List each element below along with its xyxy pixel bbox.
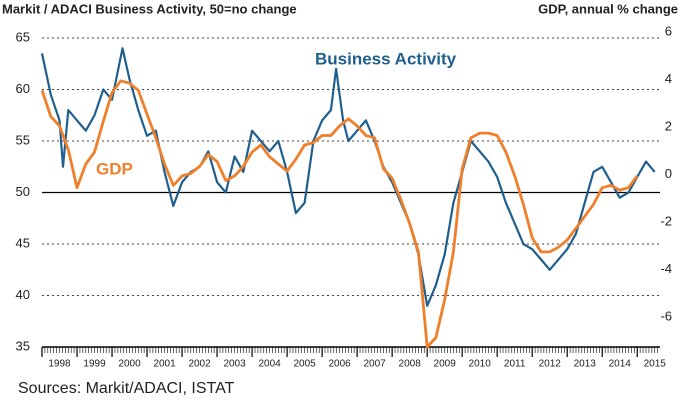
x-tick-label: 2008 (399, 359, 422, 370)
x-tick-label: 2005 (293, 359, 316, 370)
y-tick-label: 35 (16, 338, 30, 353)
x-tick-label: 2000 (118, 359, 141, 370)
y-tick-label: 60 (16, 81, 30, 96)
x-tick-label: 2014 (609, 359, 632, 370)
y2-tick-label: -6 (660, 309, 672, 324)
series-line (40, 47, 656, 307)
x-tick-label: 2011 (504, 359, 526, 370)
annotation: GDP (96, 159, 133, 178)
y2-tick-label: 2 (665, 119, 672, 134)
y2-axis-title: GDP, annual % change (538, 1, 678, 16)
y-tick-label: 45 (16, 235, 30, 250)
chart-title: Markit / ADACI Business Activity, 50=no … (2, 1, 297, 16)
x-tick-label: 2013 (574, 359, 597, 370)
annotation: Business Activity (315, 49, 457, 68)
x-tick-label: 2002 (188, 359, 211, 370)
y-tick-label: 55 (16, 132, 30, 147)
y-tick-label: 50 (16, 184, 30, 199)
series-line (40, 79, 639, 349)
y2-tick-label: -4 (660, 261, 672, 276)
x-tick-label: 2010 (469, 359, 492, 370)
y-tick-label: 65 (16, 29, 30, 44)
x-tick-label: 2015 (644, 359, 667, 370)
y2-tick-label: 4 (665, 71, 672, 86)
x-tick-label: 2007 (364, 359, 387, 370)
y-tick-label: 40 (16, 287, 30, 302)
x-tick-label: 2006 (328, 359, 351, 370)
x-tick-label: 1998 (48, 359, 71, 370)
x-tick-label: 2003 (223, 359, 246, 370)
source: Sources: Markit/ADACI, ISTAT (18, 380, 235, 397)
x-tick-label: 1999 (83, 359, 106, 370)
x-tick-label: 2001 (153, 359, 176, 370)
x-tick-label: 2004 (258, 359, 281, 370)
y2-tick-label: -2 (660, 214, 672, 229)
y2-tick-label: 0 (665, 166, 672, 181)
x-tick-label: 2009 (434, 359, 457, 370)
y2-tick-label: 6 (665, 23, 672, 38)
x-tick-label: 2012 (539, 359, 562, 370)
